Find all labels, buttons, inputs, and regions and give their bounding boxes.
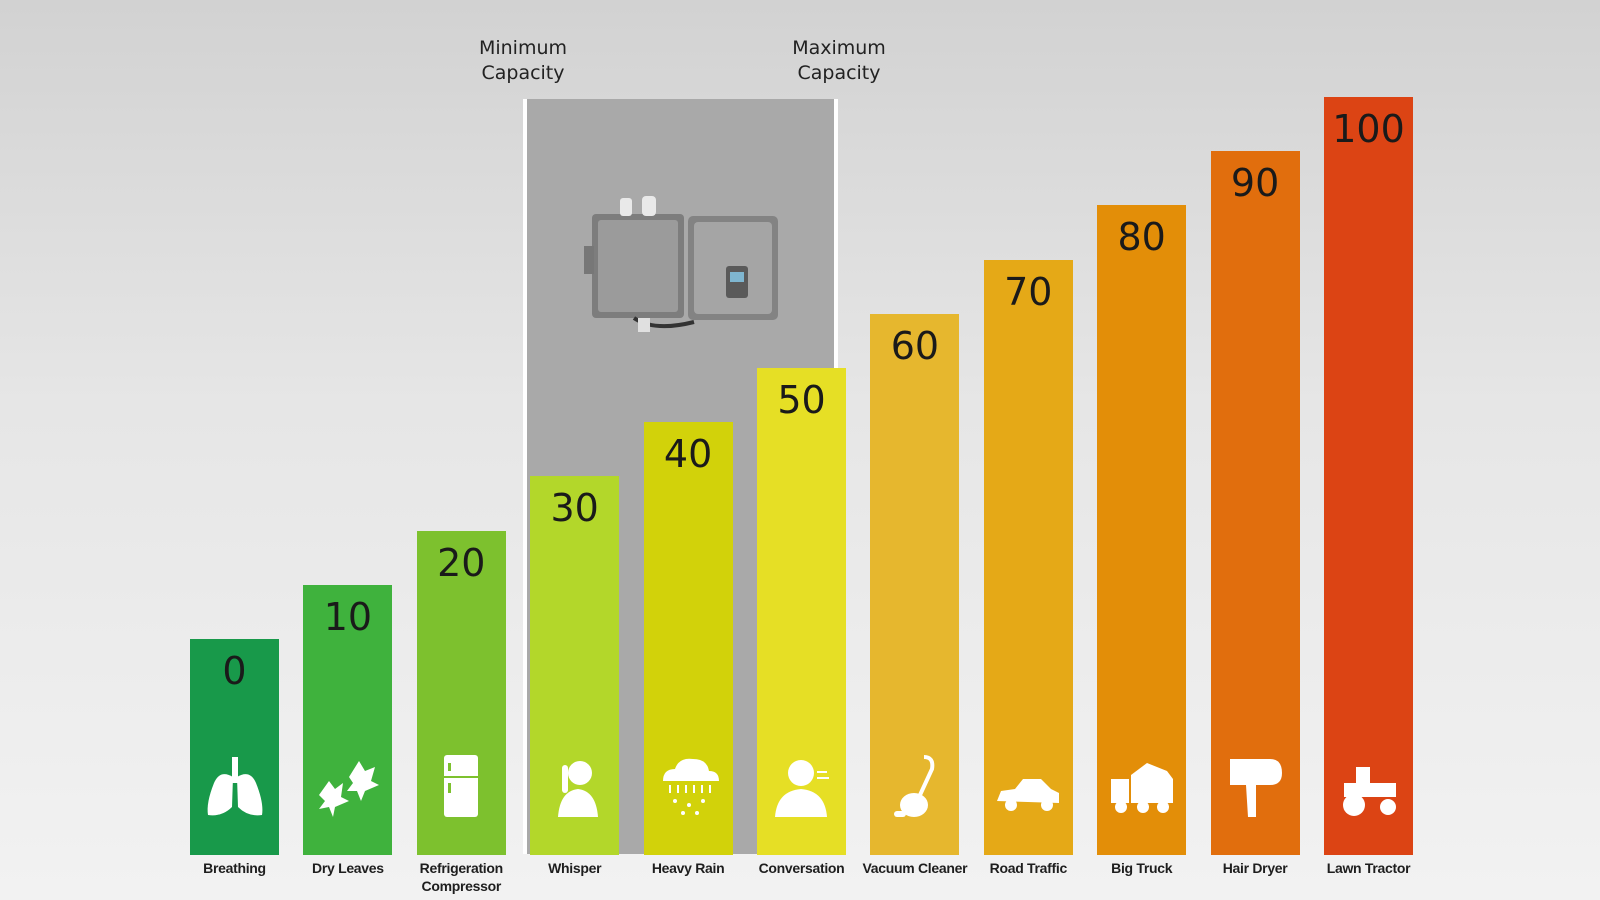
category-label: Breathing [203,860,266,876]
rain-cloud-icon [663,758,720,815]
bar-big-truck: 80 [1097,205,1187,855]
bar-vacuum-cleaner: 60 [870,313,960,855]
bar-value-label: 70 [1004,269,1053,314]
bar-value-label: 90 [1230,161,1280,206]
truck-icon [1110,762,1173,813]
lungs-icon [207,757,262,816]
vacuum-icon [891,754,935,819]
bar-conversation: 50 [757,368,846,855]
bar-value-label: 50 [777,378,826,422]
bar-value-label: 30 [550,486,599,531]
maximum-capacity-text: Maximum Capacity [792,37,886,84]
whisper-icon [557,760,598,817]
category-label: Hair Dryer [1222,860,1288,876]
bar-lawn-tractor: 100 [1324,97,1413,855]
category-label: Dry Leaves [312,860,384,876]
bar-heavy-rain: 40 [643,422,733,855]
bar-refrigeration-compressor: 20 [416,530,506,855]
bar-road-traffic: 70 [983,259,1073,855]
humidifier-device-image [584,196,778,332]
bar-value-label: 20 [437,540,486,585]
category-label: Big Truck [1111,860,1173,876]
bar-breathing: 0 [190,639,279,855]
category-label: Conversation [758,860,845,876]
maximum-capacity-label: Maximum Capacity [769,36,909,86]
lawn-tractor-icon [1342,767,1396,816]
category-label: Refrigeration Compressor [419,860,504,894]
bar-value-label: 40 [663,432,713,477]
refrigerator-icon [444,754,479,817]
leaves-icon [318,760,379,817]
category-label: Lawn Tractor [1326,860,1411,876]
bar-value-label: 0 [222,649,247,693]
bar-hair-dryer: 90 [1210,151,1300,855]
hair-dryer-icon [1230,758,1283,817]
category-label: Whisper [548,860,602,876]
car-icon [997,778,1060,811]
category-label: Heavy Rain [651,860,725,876]
bar-value-label: 10 [323,594,373,639]
minimum-capacity-label: Minimum Capacity [453,36,593,86]
bar-value-label: 60 [890,323,940,368]
conversation-icon [774,760,829,817]
bar-value-label: 80 [1117,215,1166,260]
category-label: Road Traffic [989,860,1068,876]
minimum-capacity-text: Minimum Capacity [478,37,568,84]
category-label: Vacuum Cleaner [862,860,968,876]
bar-value-label: 100 [1332,107,1405,151]
bar-whisper: 30 [530,476,620,855]
bar-dry-leaves: 10 [303,584,393,855]
